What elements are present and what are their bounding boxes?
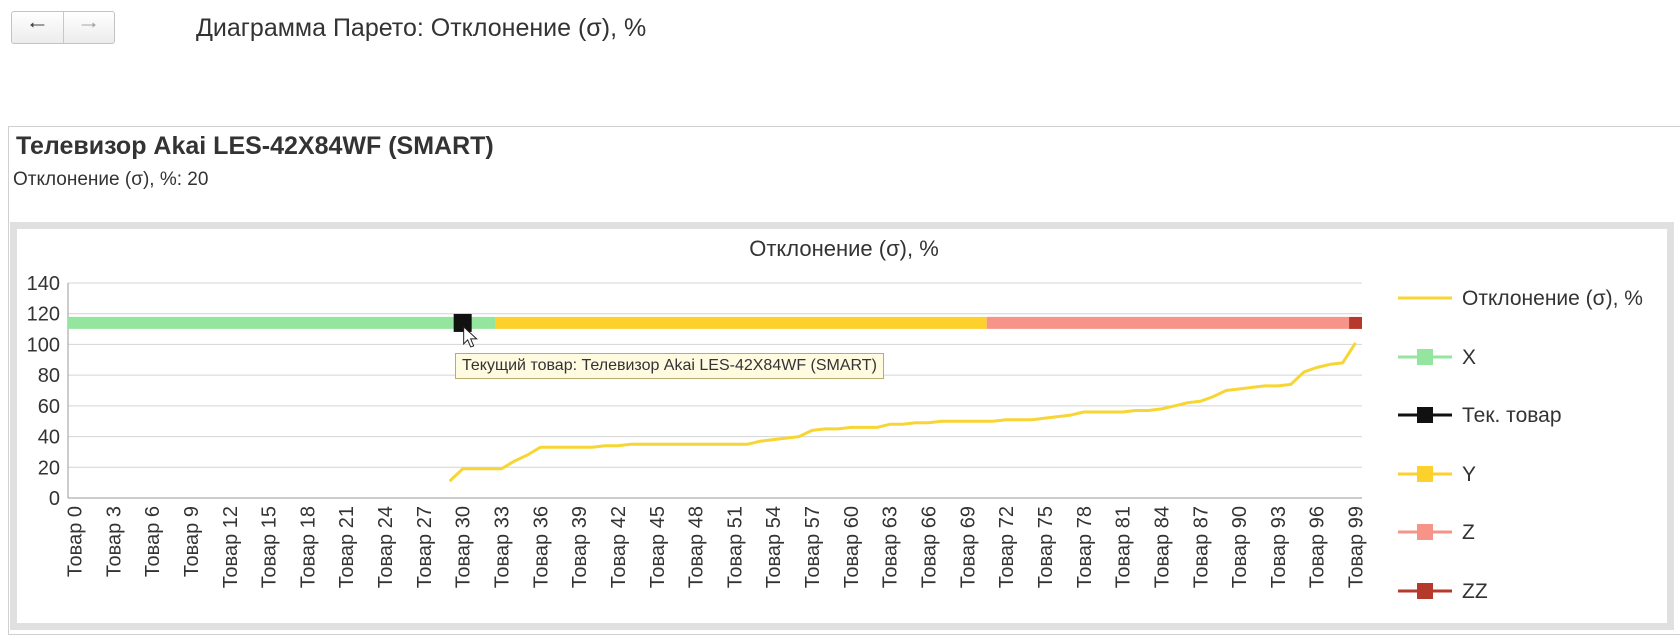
y-tick-label: 60	[38, 396, 60, 418]
x-tick-label: Товар 24	[375, 506, 397, 588]
x-tick-label: Товар 60	[841, 506, 863, 588]
x-tick-label: Товар 9	[181, 506, 203, 577]
x-tick-label: Товар 15	[259, 506, 281, 588]
x-tick-label: Товар 93	[1268, 506, 1290, 588]
forward-button[interactable]: 🠂	[64, 12, 115, 43]
legend-marker	[1417, 407, 1433, 423]
x-tick-label: Товар 0	[64, 506, 86, 577]
deviation-series-line	[448, 342, 1357, 483]
x-tick-label: Товар 45	[647, 506, 669, 588]
x-tick-label: Товар 3	[103, 506, 125, 577]
window-title: Диаграмма Парето: Отклонение (σ), %	[196, 14, 647, 42]
x-tick-label: Товар 72	[996, 506, 1018, 588]
mouse-cursor-icon	[463, 325, 478, 348]
x-tick-label: Товар 12	[220, 506, 242, 588]
x-tick-label: Товар 57	[802, 506, 824, 588]
y-tick-label: 80	[38, 365, 60, 387]
legend-marker	[1417, 349, 1433, 365]
x-tick-label: Товар 78	[1074, 506, 1096, 588]
product-title: Телевизор Akai LES-42X84WF (SMART)	[16, 132, 494, 160]
current-product-marker	[453, 313, 472, 332]
back-button[interactable]: 🠀	[12, 12, 64, 43]
x-tick-label: Товар 66	[919, 506, 941, 588]
x-tick-label: Товар 84	[1151, 506, 1173, 588]
navigation-buttons: 🠀 🠂	[11, 11, 115, 44]
product-deviation-value: Отклонение (σ), %: 20	[13, 169, 209, 190]
x-tick-label: Товар 87	[1190, 506, 1212, 588]
x-tick-label: Товар 33	[491, 506, 513, 588]
x-tick-label: Товар 48	[686, 506, 708, 588]
x-tick-label: Товар 90	[1229, 506, 1251, 588]
y-tick-label: 120	[27, 304, 60, 326]
x-tick-label: Товар 81	[1113, 506, 1135, 588]
x-tick-label: Товар 42	[608, 506, 630, 588]
x-tick-label: Товар 30	[453, 506, 475, 588]
legend-marker	[1417, 466, 1433, 482]
legend-label: Y	[1462, 463, 1476, 486]
y-tick-label: 0	[49, 488, 60, 510]
x-tick-label: Товар 69	[957, 506, 979, 588]
legend-label: X	[1462, 346, 1476, 369]
current-product-tooltip: Текущий товар: Телевизор Akai LES-42X84W…	[455, 353, 884, 379]
x-tick-label: Товар 39	[569, 506, 591, 588]
chart-frame	[10, 222, 1674, 630]
x-tick-label: Товар 36	[530, 506, 552, 588]
x-tick-label: Товар 96	[1307, 506, 1329, 588]
x-tick-label: Товар 63	[880, 506, 902, 588]
y-tick-label: 20	[38, 457, 60, 479]
legend-label: Тек. товар	[1462, 404, 1562, 427]
x-tick-label: Товар 21	[336, 506, 358, 588]
legend-marker	[1417, 583, 1433, 599]
x-tick-label: Товар 18	[297, 506, 319, 588]
legend-label: Z	[1462, 521, 1475, 544]
legend-label: ZZ	[1462, 580, 1488, 603]
y-tick-label: 140	[27, 273, 60, 295]
y-tick-label: 40	[38, 427, 60, 449]
x-tick-label: Товар 6	[142, 506, 164, 577]
x-tick-label: Товар 75	[1035, 506, 1057, 588]
legend-marker	[1417, 524, 1433, 540]
chart-title: Отклонение (σ), %	[749, 236, 939, 261]
x-tick-label: Товар 51	[724, 506, 746, 588]
y-tick-label: 100	[27, 334, 60, 356]
x-tick-label: Товар 27	[414, 506, 436, 588]
x-tick-label: Товар 54	[763, 506, 785, 588]
arrow-left-icon: 🠀	[29, 14, 46, 37]
x-tick-label: Товар 99	[1346, 506, 1368, 588]
legend-label: Отклонение (σ), %	[1462, 287, 1643, 310]
arrow-right-icon: 🠂	[80, 14, 97, 37]
